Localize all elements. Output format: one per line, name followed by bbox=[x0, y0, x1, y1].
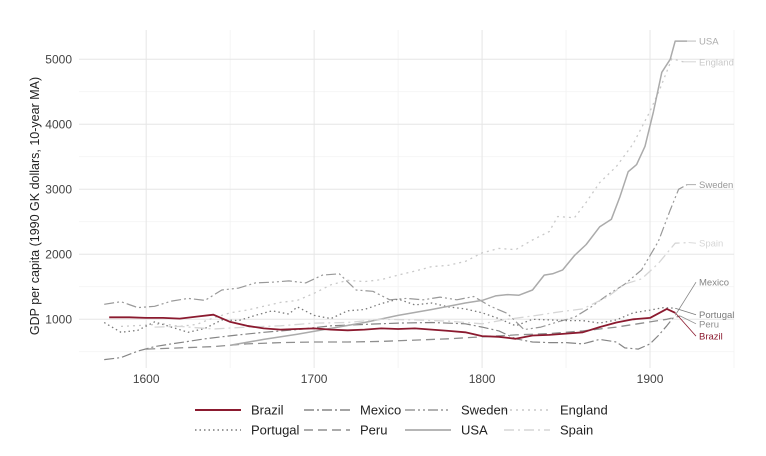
legend-label-usa: USA bbox=[461, 423, 488, 438]
legend-label-mexico: Mexico bbox=[360, 403, 401, 418]
series-line-mexico bbox=[104, 315, 676, 361]
end-label-leader-portugal bbox=[675, 307, 697, 316]
legend-item-usa: USA bbox=[405, 423, 488, 438]
legend: Brazil Mexico Sweden England Portugal Peru USA… bbox=[195, 403, 608, 438]
y-tick-label: 4000 bbox=[45, 117, 72, 131]
legend-label-spain: Spain bbox=[560, 423, 593, 438]
legend-item-sweden: Sweden bbox=[405, 403, 508, 418]
major-gridlines bbox=[79, 30, 734, 368]
x-tick-label: 1800 bbox=[469, 372, 496, 386]
legend-label-brazil: Brazil bbox=[251, 403, 284, 418]
legend-label-sweden: Sweden bbox=[461, 403, 508, 418]
series-line-usa bbox=[230, 40, 687, 347]
end-label-leader-peru bbox=[680, 315, 697, 325]
legend-item-mexico: Mexico bbox=[304, 403, 401, 418]
x-tick-label: 1700 bbox=[301, 372, 328, 386]
legend-label-england: England bbox=[560, 403, 608, 418]
end-label-mexico: Mexico bbox=[699, 278, 729, 289]
end-label-leader-spain bbox=[688, 242, 697, 244]
minor-gridlines bbox=[79, 30, 735, 368]
legend-item-spain: Spain bbox=[504, 423, 593, 438]
legend-label-portugal: Portugal bbox=[251, 423, 300, 438]
y-tick-label: 3000 bbox=[45, 182, 72, 196]
x-tick-label: 1600 bbox=[133, 372, 160, 386]
legend-item-peru: Peru bbox=[304, 423, 387, 438]
legend-item-england: England bbox=[504, 403, 608, 418]
series-line-portugal bbox=[103, 298, 676, 333]
series-line-peru bbox=[146, 315, 681, 350]
end-label-england: England bbox=[699, 57, 734, 68]
end-label-peru: Peru bbox=[699, 319, 719, 330]
y-tick-label: 1000 bbox=[45, 312, 72, 326]
series-lines bbox=[103, 40, 689, 361]
y-axis-label: GDP per capita (1990 GK dollars, 10-year… bbox=[28, 77, 42, 335]
end-label-spain: Spain bbox=[699, 239, 723, 250]
end-label-sweden: Sweden bbox=[699, 180, 733, 191]
y-tick-label: 2000 bbox=[45, 247, 72, 261]
y-axis-tick-labels: 1000 2000 3000 4000 5000 bbox=[45, 52, 72, 326]
legend-item-portugal: Portugal bbox=[195, 423, 300, 438]
x-tick-label: 1900 bbox=[637, 372, 664, 386]
y-tick-label: 5000 bbox=[45, 52, 72, 66]
legend-item-brazil: Brazil bbox=[195, 403, 284, 418]
x-axis-tick-labels: 1600 1700 1800 1900 bbox=[133, 372, 664, 386]
end-label-brazil: Brazil bbox=[699, 332, 723, 343]
series-line-spain bbox=[154, 241, 689, 330]
series-line-sweden bbox=[104, 184, 688, 331]
end-label-usa: USA bbox=[699, 37, 719, 48]
series-line-england bbox=[120, 57, 684, 328]
end-label-leaders bbox=[674, 40, 697, 337]
end-label-leader-mexico bbox=[674, 281, 697, 316]
legend-label-peru: Peru bbox=[360, 423, 387, 438]
end-label-leader-brazil bbox=[674, 312, 697, 337]
end-label-portugal: Portugal bbox=[699, 310, 734, 321]
series-line-brazil bbox=[109, 308, 676, 340]
